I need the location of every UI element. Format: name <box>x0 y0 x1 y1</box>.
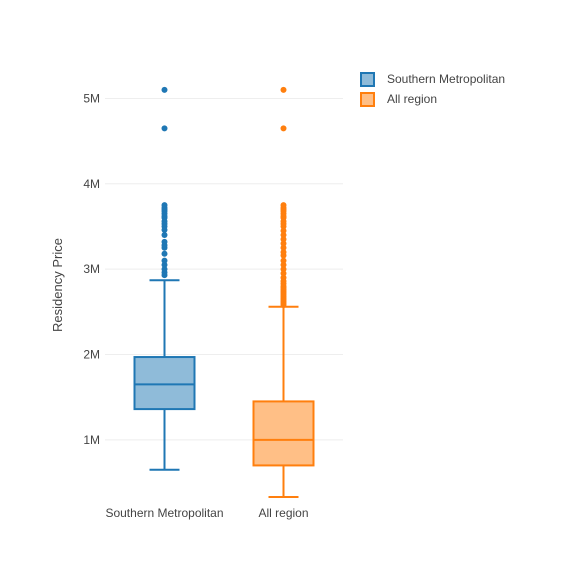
outlier-point <box>280 125 287 132</box>
outlier-point <box>161 232 168 239</box>
outlier-point <box>161 238 168 245</box>
x-tick-label: Southern Metropolitan <box>105 506 223 520</box>
outlier-point <box>161 125 168 132</box>
box-all-region[interactable] <box>252 86 315 498</box>
legend-label: Southern Metropolitan <box>387 72 505 86</box>
outlier-point <box>280 232 287 239</box>
x-tick-label: All region <box>258 506 308 520</box>
y-tick-label: 2M <box>83 347 100 361</box>
y-tick-label: 1M <box>83 433 100 447</box>
box-southern-metropolitan[interactable] <box>133 86 196 471</box>
box-series <box>133 86 315 498</box>
outlier-point <box>280 266 287 273</box>
y-tick-label: 3M <box>83 262 100 276</box>
legend[interactable]: Southern Metropolitan All region <box>360 72 505 107</box>
y-axis-tick-labels: 1M 2M 3M 4M 5M <box>83 91 100 446</box>
outlier-point <box>280 274 287 281</box>
outlier-point <box>280 270 287 277</box>
outlier-point <box>280 257 287 264</box>
outlier-point <box>280 261 287 268</box>
outlier-point <box>280 244 287 251</box>
x-axis-tick-labels: Southern Metropolitan All region <box>105 506 308 520</box>
interquartile-box <box>252 400 315 467</box>
outlier-point <box>161 86 168 93</box>
outlier-point <box>280 86 287 93</box>
outlier-point <box>161 202 168 209</box>
outlier-point <box>280 236 287 243</box>
outlier-point <box>280 227 287 234</box>
outlier-point <box>161 257 168 264</box>
outlier-point <box>280 240 287 247</box>
outlier-point <box>161 266 168 273</box>
outlier-point <box>280 202 287 209</box>
legend-swatch <box>360 92 375 107</box>
outlier-point <box>280 249 287 256</box>
legend-label: All region <box>387 92 437 106</box>
legend-item[interactable]: Southern Metropolitan <box>360 72 505 87</box>
interquartile-box <box>133 356 196 411</box>
legend-item[interactable]: All region <box>360 92 437 107</box>
outlier-point <box>161 261 168 268</box>
legend-swatch <box>360 72 375 87</box>
y-tick-label: 4M <box>83 177 100 191</box>
outlier-point <box>161 250 168 257</box>
y-axis-title: Residency Price <box>50 238 65 332</box>
y-tick-label: 5M <box>83 91 100 105</box>
